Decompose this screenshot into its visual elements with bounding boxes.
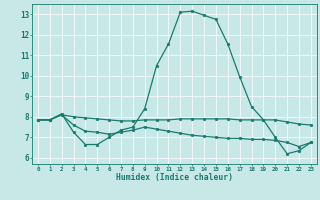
X-axis label: Humidex (Indice chaleur): Humidex (Indice chaleur): [116, 173, 233, 182]
